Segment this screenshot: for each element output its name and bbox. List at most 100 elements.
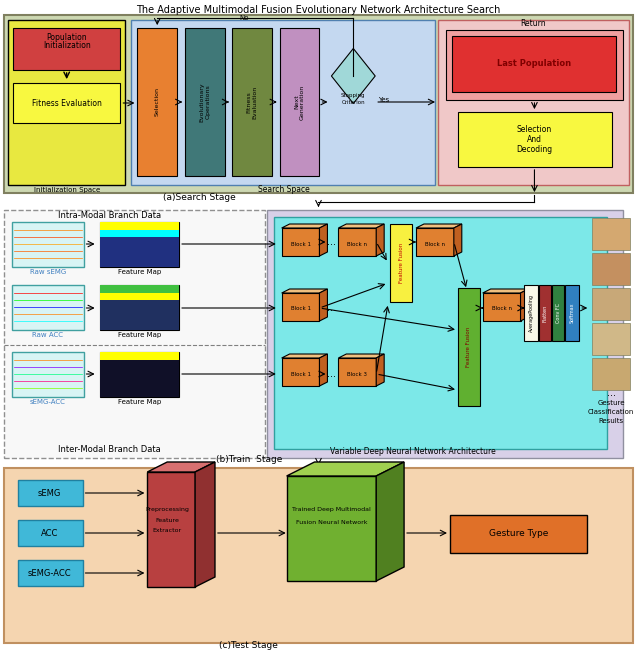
FancyBboxPatch shape [18, 560, 83, 586]
Text: Population: Population [46, 33, 87, 42]
FancyBboxPatch shape [540, 285, 552, 341]
FancyBboxPatch shape [100, 293, 179, 300]
Polygon shape [319, 354, 328, 386]
FancyBboxPatch shape [4, 210, 265, 458]
FancyBboxPatch shape [100, 259, 179, 267]
Text: Variable Deep Neural Network Architecture: Variable Deep Neural Network Architectur… [330, 447, 496, 456]
FancyBboxPatch shape [390, 224, 412, 302]
Polygon shape [454, 224, 462, 256]
FancyBboxPatch shape [18, 480, 83, 506]
Polygon shape [195, 462, 215, 587]
Text: Last Population: Last Population [497, 59, 572, 69]
FancyBboxPatch shape [552, 285, 564, 341]
Text: Fusion Neural Network: Fusion Neural Network [296, 520, 367, 524]
FancyBboxPatch shape [450, 515, 587, 553]
FancyBboxPatch shape [287, 476, 376, 581]
FancyBboxPatch shape [483, 293, 520, 321]
FancyBboxPatch shape [100, 382, 179, 389]
Text: Conv FC: Conv FC [556, 303, 561, 323]
Text: Selection: Selection [155, 88, 160, 116]
FancyBboxPatch shape [565, 285, 579, 341]
Text: ACC: ACC [41, 528, 58, 537]
Text: Trained Deep Multimodal: Trained Deep Multimodal [292, 507, 371, 513]
Text: sEMG-ACC: sEMG-ACC [30, 399, 66, 405]
FancyBboxPatch shape [592, 218, 630, 250]
Polygon shape [376, 224, 384, 256]
Text: ...: ... [327, 369, 336, 379]
Text: Next
Generation: Next Generation [294, 84, 305, 119]
Polygon shape [483, 289, 529, 293]
Text: Block n: Block n [492, 306, 511, 310]
Text: Feature Fusion: Feature Fusion [467, 327, 471, 367]
Text: Softmax: Softmax [570, 303, 575, 323]
FancyBboxPatch shape [592, 253, 630, 285]
Text: sEMG: sEMG [38, 488, 61, 498]
FancyBboxPatch shape [452, 36, 616, 92]
FancyBboxPatch shape [100, 237, 179, 244]
Text: Block 1: Block 1 [291, 372, 310, 377]
FancyBboxPatch shape [100, 252, 179, 259]
Text: Raw ACC: Raw ACC [32, 332, 63, 338]
Text: No: No [239, 15, 248, 21]
FancyBboxPatch shape [100, 352, 179, 360]
Text: And: And [527, 136, 542, 144]
FancyBboxPatch shape [100, 300, 179, 308]
FancyBboxPatch shape [13, 83, 120, 123]
FancyBboxPatch shape [282, 228, 319, 256]
FancyBboxPatch shape [100, 367, 179, 375]
Polygon shape [282, 289, 328, 293]
Text: Block 3: Block 3 [348, 372, 367, 377]
FancyBboxPatch shape [446, 30, 623, 100]
FancyBboxPatch shape [12, 222, 84, 267]
Text: Block n: Block n [348, 242, 367, 246]
Text: Yes: Yes [378, 97, 390, 103]
Polygon shape [319, 289, 328, 321]
FancyBboxPatch shape [4, 15, 633, 193]
Text: Feature Map: Feature Map [118, 269, 161, 275]
FancyBboxPatch shape [100, 229, 179, 237]
FancyBboxPatch shape [4, 468, 633, 643]
FancyBboxPatch shape [8, 20, 125, 185]
Text: Criterion: Criterion [342, 101, 365, 106]
Text: Initialization Space: Initialization Space [33, 187, 100, 193]
Polygon shape [319, 224, 328, 256]
Polygon shape [282, 224, 328, 228]
Polygon shape [339, 224, 384, 228]
FancyBboxPatch shape [438, 20, 629, 185]
Text: (c)Test Stage: (c)Test Stage [220, 641, 278, 650]
Text: Raw sEMG: Raw sEMG [29, 269, 66, 275]
Text: Fitness
Evaluation: Fitness Evaluation [246, 86, 257, 119]
FancyBboxPatch shape [13, 28, 120, 70]
FancyBboxPatch shape [100, 352, 179, 397]
FancyBboxPatch shape [232, 28, 272, 176]
FancyBboxPatch shape [100, 375, 179, 382]
Text: Decoding: Decoding [516, 146, 552, 155]
FancyBboxPatch shape [592, 358, 630, 390]
FancyBboxPatch shape [138, 28, 177, 176]
FancyBboxPatch shape [100, 389, 179, 397]
FancyBboxPatch shape [592, 288, 630, 320]
Text: Extractor: Extractor [153, 528, 182, 532]
Polygon shape [376, 354, 384, 386]
FancyBboxPatch shape [12, 285, 84, 330]
FancyBboxPatch shape [592, 323, 630, 355]
FancyBboxPatch shape [100, 360, 179, 367]
Text: Feature: Feature [156, 517, 179, 522]
Polygon shape [339, 354, 384, 358]
Text: (b)Train  Stage: (b)Train Stage [216, 456, 282, 464]
Text: ...: ... [607, 388, 616, 398]
Polygon shape [332, 48, 375, 103]
Text: ...: ... [327, 303, 336, 313]
FancyBboxPatch shape [18, 520, 83, 546]
FancyBboxPatch shape [131, 20, 435, 185]
Text: sEMG-ACC: sEMG-ACC [28, 569, 72, 577]
Text: Stopping: Stopping [341, 93, 365, 97]
FancyBboxPatch shape [282, 293, 319, 321]
Text: Initialization: Initialization [43, 42, 90, 50]
Text: Return: Return [521, 20, 547, 29]
Text: The Adaptive Multimodal Fusion Evolutionary Network Architecture Search: The Adaptive Multimodal Fusion Evolution… [136, 5, 500, 15]
FancyBboxPatch shape [100, 323, 179, 330]
Text: Flatten: Flatten [543, 304, 548, 322]
FancyBboxPatch shape [100, 315, 179, 323]
FancyBboxPatch shape [339, 228, 376, 256]
